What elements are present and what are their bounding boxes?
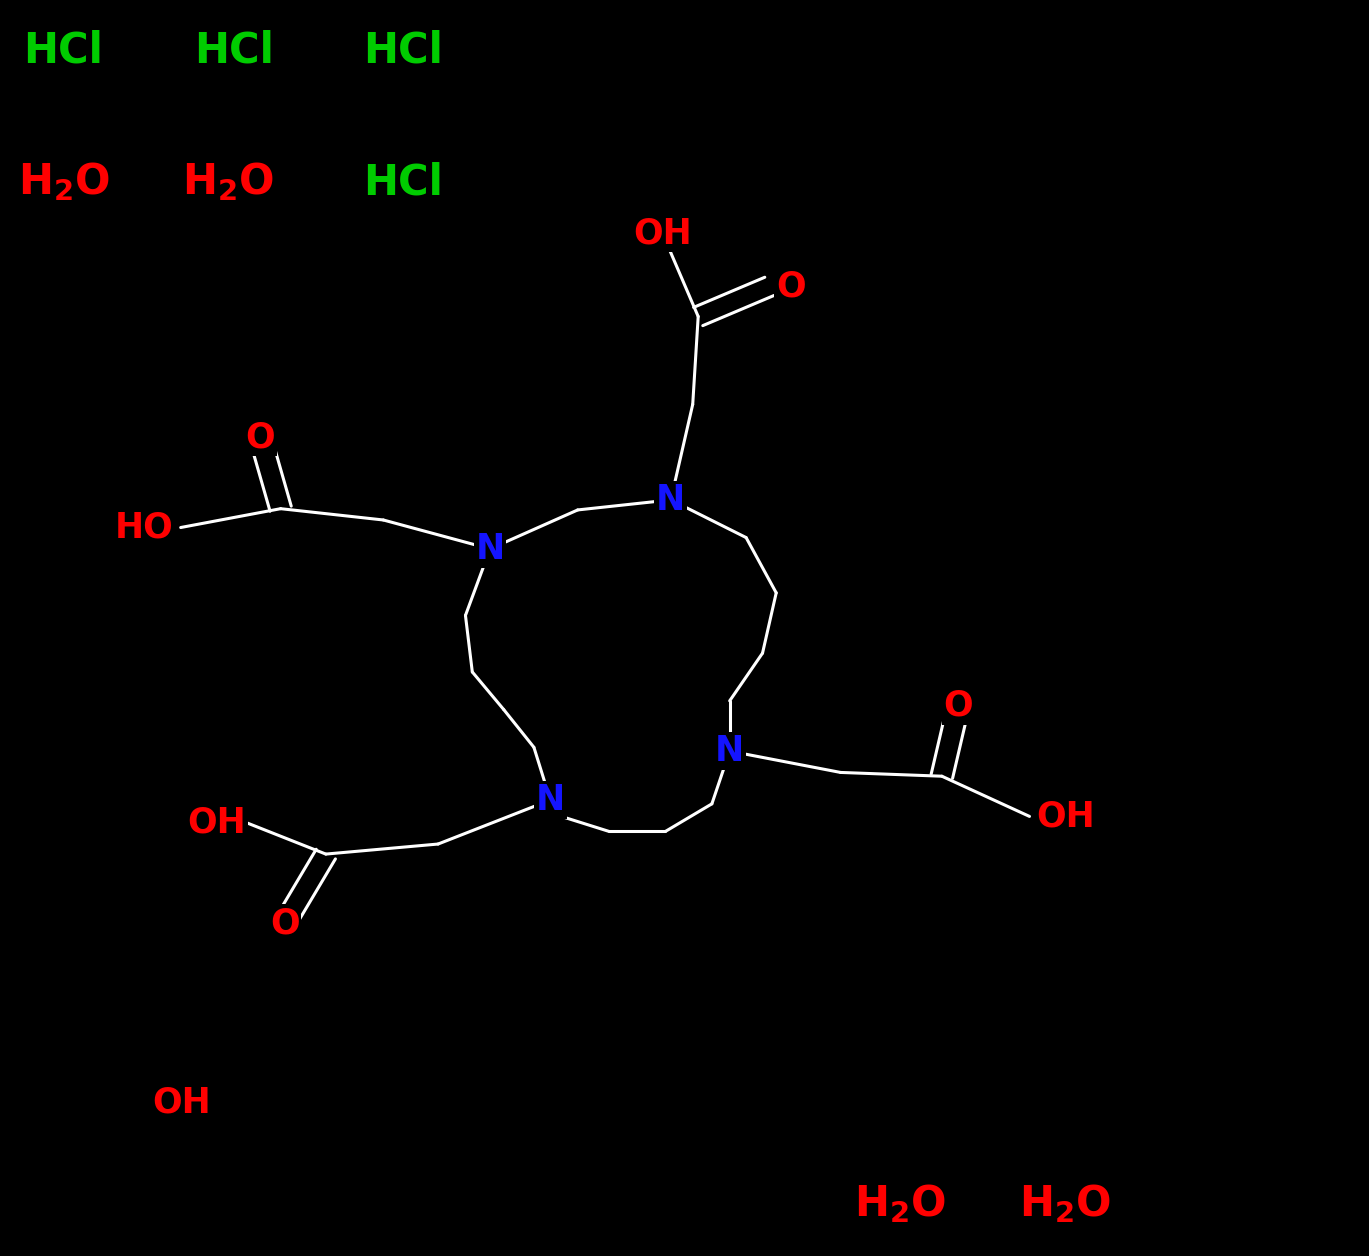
Text: N: N	[535, 782, 565, 818]
Text: HO: HO	[115, 510, 174, 545]
Text: HCl: HCl	[363, 161, 442, 203]
Text: $\mathregular{H_2O}$: $\mathregular{H_2O}$	[18, 161, 110, 203]
Text: O: O	[943, 688, 973, 723]
Text: HCl: HCl	[23, 29, 103, 72]
Text: OH: OH	[153, 1085, 211, 1120]
Text: OH: OH	[188, 805, 246, 840]
Text: N: N	[715, 734, 745, 769]
Text: $\mathregular{H_2O}$: $\mathregular{H_2O}$	[182, 161, 274, 203]
Text: N: N	[656, 482, 686, 517]
Text: O: O	[270, 906, 300, 941]
Text: O: O	[245, 420, 275, 455]
Text: N: N	[475, 531, 505, 566]
Text: OH: OH	[1036, 799, 1095, 834]
Text: OH: OH	[634, 216, 691, 251]
Text: $\mathregular{H_2O}$: $\mathregular{H_2O}$	[854, 1182, 946, 1225]
Text: HCl: HCl	[363, 29, 442, 72]
Text: O: O	[776, 269, 806, 304]
Text: HCl: HCl	[194, 29, 274, 72]
Text: $\mathregular{H_2O}$: $\mathregular{H_2O}$	[1019, 1182, 1110, 1225]
